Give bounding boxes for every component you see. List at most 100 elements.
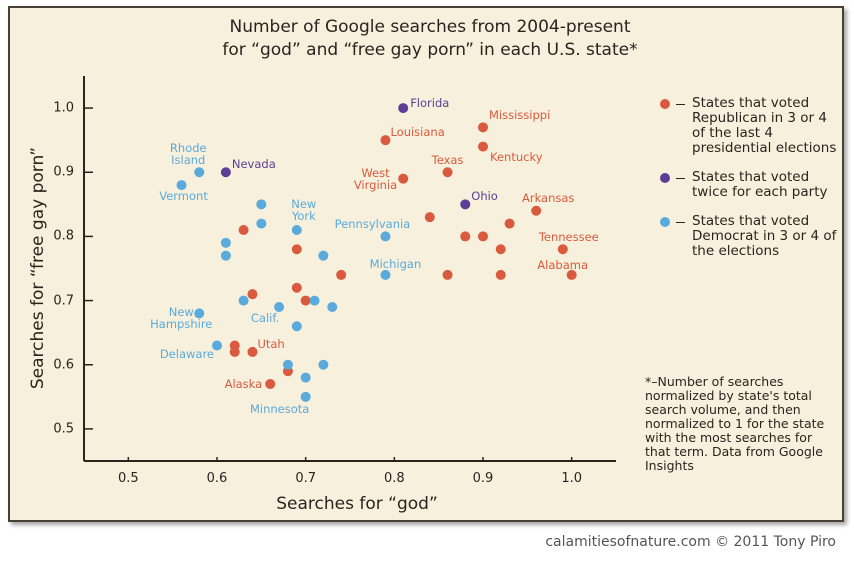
- x-tick-label: 1.0: [561, 471, 582, 486]
- point: [327, 302, 338, 312]
- point: [380, 135, 391, 146]
- point: [247, 346, 258, 357]
- y-tick-label: 0.7: [53, 293, 74, 309]
- point-label: Nevada: [231, 157, 276, 172]
- legend-item: States that voted twice for each party: [660, 170, 840, 200]
- point: [220, 167, 231, 178]
- point: [318, 359, 329, 370]
- point-label: Vermont: [159, 189, 208, 204]
- y-tick-label: 0.5: [53, 421, 74, 437]
- point-label: Pennsylvania: [334, 217, 411, 232]
- y-tick-label: 0.6: [53, 357, 74, 373]
- point: [194, 167, 205, 178]
- point: [478, 122, 488, 133]
- legend-label: States that voted twice for each party: [692, 169, 828, 200]
- legend-item: States that voted Democrat in 3 or 4 of …: [660, 214, 840, 259]
- legend-swatch: [660, 173, 670, 183]
- point: [300, 391, 311, 402]
- x-tick-label: 0.7: [295, 471, 316, 486]
- point-label: Arkansas: [521, 190, 575, 205]
- y-tick-label: 0.9: [53, 164, 74, 180]
- point: [424, 212, 435, 223]
- point: [274, 302, 285, 312]
- point-label: Alaska: [224, 377, 263, 391]
- point-label: West Virginia: [353, 165, 398, 192]
- point: [460, 231, 471, 242]
- point: [194, 308, 205, 319]
- point-label: Michigan: [369, 256, 422, 271]
- point: [531, 205, 542, 216]
- point: [282, 359, 293, 370]
- x-tick-label: 0.9: [472, 471, 494, 486]
- point-label: Tennessee: [538, 230, 599, 245]
- point: [256, 218, 267, 229]
- point: [309, 295, 320, 306]
- point-label: Utah: [257, 336, 285, 351]
- point-label: New Hampshire: [150, 305, 213, 332]
- point: [557, 244, 568, 255]
- point: [495, 269, 506, 280]
- point: [220, 237, 231, 248]
- point: [238, 295, 249, 306]
- legend-dash: [676, 222, 685, 223]
- footnote: *–Number of searches normalized by state…: [645, 374, 825, 473]
- point: [318, 250, 329, 261]
- point: [442, 269, 453, 280]
- point-label: Texas: [431, 153, 464, 168]
- point: [238, 225, 249, 235]
- y-axis-label: Searches for “free gay porn”: [28, 146, 48, 390]
- legend-label: States that voted Democrat in 3 or 4 of …: [692, 213, 837, 259]
- point-label: Ohio: [471, 189, 498, 204]
- point: [247, 289, 258, 300]
- point: [566, 269, 577, 280]
- point-label: Delaware: [159, 346, 214, 361]
- paper: [8, 6, 844, 522]
- point: [336, 269, 347, 280]
- point: [220, 250, 231, 261]
- title-line: Number of Google searches from 2004-pres…: [229, 17, 631, 37]
- point: [460, 199, 471, 210]
- point-label: New York: [291, 197, 317, 223]
- point: [291, 225, 302, 235]
- point: [442, 167, 453, 178]
- point: [495, 244, 506, 255]
- point: [265, 379, 276, 389]
- point: [256, 199, 267, 210]
- title-line: for “god” and “free gay porn” in each U.…: [222, 40, 638, 60]
- point: [300, 295, 311, 306]
- point: [380, 231, 391, 242]
- point: [176, 180, 187, 191]
- legend-swatch: [660, 217, 670, 227]
- point-label: Calif.: [250, 311, 280, 325]
- legend: States that voted Republican in 3 or 4 o…: [660, 96, 840, 273]
- point: [398, 103, 409, 114]
- point: [504, 218, 515, 229]
- point: [291, 244, 302, 255]
- point-label: Louisiana: [390, 125, 445, 140]
- point: [478, 231, 488, 242]
- point: [380, 269, 391, 280]
- legend-swatch: [660, 99, 670, 109]
- point-label: Minnesota: [249, 401, 310, 416]
- point: [291, 321, 302, 332]
- point-label: Alabama: [537, 257, 589, 272]
- x-tick-label: 0.6: [206, 471, 228, 486]
- credit: calamitiesofnature.com © 2011 Tony Piro: [545, 534, 836, 550]
- point: [478, 141, 488, 152]
- x-tick-label: 0.5: [117, 471, 139, 486]
- point-label: Mississippi: [489, 108, 551, 123]
- point: [212, 340, 222, 351]
- y-tick-label: 0.8: [53, 228, 74, 244]
- point-label: Florida: [410, 96, 450, 111]
- x-axis-label: Searches for “god”: [276, 494, 438, 514]
- y-tick-label: 1.0: [53, 100, 74, 116]
- legend-item: States that voted Republican in 3 or 4 o…: [660, 96, 840, 156]
- legend-dash: [676, 104, 685, 105]
- point-label: Kentucky: [490, 149, 543, 164]
- point-label: Rhode Island: [169, 141, 207, 168]
- point: [291, 282, 302, 293]
- point: [229, 346, 240, 357]
- legend-dash: [676, 178, 685, 179]
